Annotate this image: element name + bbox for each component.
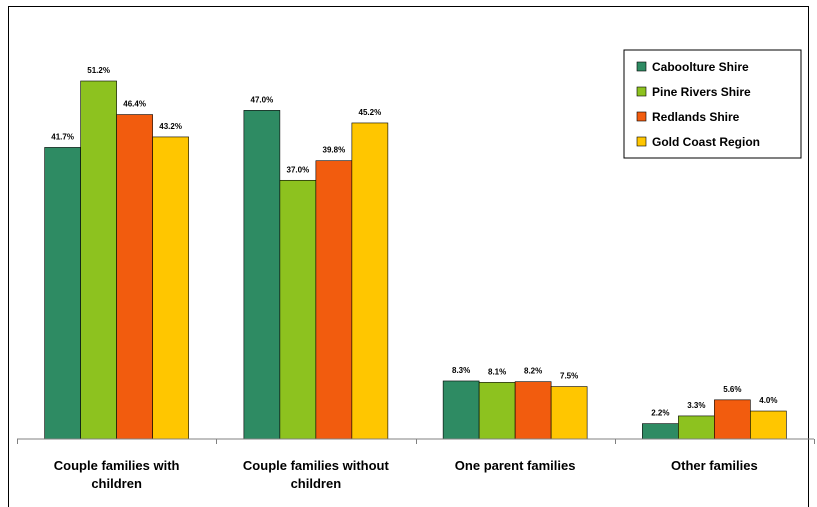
legend-entry: Gold Coast Region [652, 135, 760, 149]
bar-value-label: 51.2% [87, 66, 110, 75]
bar-value-label: 43.2% [159, 122, 182, 131]
bar-pine-rivers-shire-2 [478, 382, 516, 440]
bars-layer [44, 80, 787, 440]
category-label: Other families [671, 458, 758, 473]
legend-swatch [636, 136, 647, 147]
legend-entry: Redlands Shire [652, 110, 740, 124]
bar-value-label: 3.3% [687, 401, 705, 410]
legend-entry: Pine Rivers Shire [652, 85, 751, 99]
bar-redlands-shire-1 [315, 160, 353, 440]
bar-caboolture-shire-3 [642, 423, 679, 440]
bar-redlands-shire-3 [714, 399, 751, 440]
bar-value-label: 7.5% [560, 372, 578, 381]
axis-layer [17, 438, 815, 444]
category-label: One parent families [455, 458, 576, 473]
bar-value-label: 46.4% [123, 100, 146, 109]
bar-value-label: 5.6% [723, 385, 741, 394]
bar-value-label: 37.0% [287, 165, 310, 174]
category-label: Couple families without [243, 458, 390, 473]
bar-value-label: 8.3% [452, 366, 470, 375]
legend-swatch [636, 86, 647, 97]
bar-value-label: 8.1% [488, 367, 506, 376]
category-label: children [91, 476, 142, 491]
bar-value-label: 4.0% [759, 396, 777, 405]
bar-gold-coast-region-2 [550, 386, 588, 440]
legend: Caboolture Shire Pine Rivers Shire Redland… [623, 49, 802, 159]
labels-layer: 41.7% 51.2% 46.4% 43.2% Couple families with… [51, 66, 777, 491]
bar-gold-coast-region-0 [152, 136, 189, 440]
bar-value-label: 8.2% [524, 367, 542, 376]
bar-redlands-shire-0 [116, 114, 153, 440]
bar-gold-coast-region-1 [351, 122, 389, 440]
legend-swatch [636, 111, 647, 122]
bar-caboolture-shire-0 [44, 147, 81, 440]
category-label: children [291, 476, 342, 491]
bar-pine-rivers-shire-0 [80, 80, 117, 440]
bar-pine-rivers-shire-1 [279, 179, 317, 440]
bar-value-label: 41.7% [51, 132, 74, 141]
bar-value-label: 45.2% [359, 108, 382, 117]
bar-caboolture-shire-2 [442, 380, 480, 440]
bar-value-label: 39.8% [323, 146, 346, 155]
category-label: Couple families with [54, 458, 180, 473]
bar-gold-coast-region-3 [750, 410, 787, 440]
bar-redlands-shire-2 [514, 381, 552, 440]
bar-caboolture-shire-1 [243, 110, 281, 440]
chart-frame [8, 6, 809, 507]
bar-value-label: 2.2% [651, 409, 669, 418]
legend-swatch [636, 61, 647, 72]
legend-entry: Caboolture Shire [652, 60, 749, 74]
bar-pine-rivers-shire-3 [678, 415, 715, 440]
bar-value-label: 47.0% [251, 95, 274, 104]
legend-box [623, 49, 802, 159]
